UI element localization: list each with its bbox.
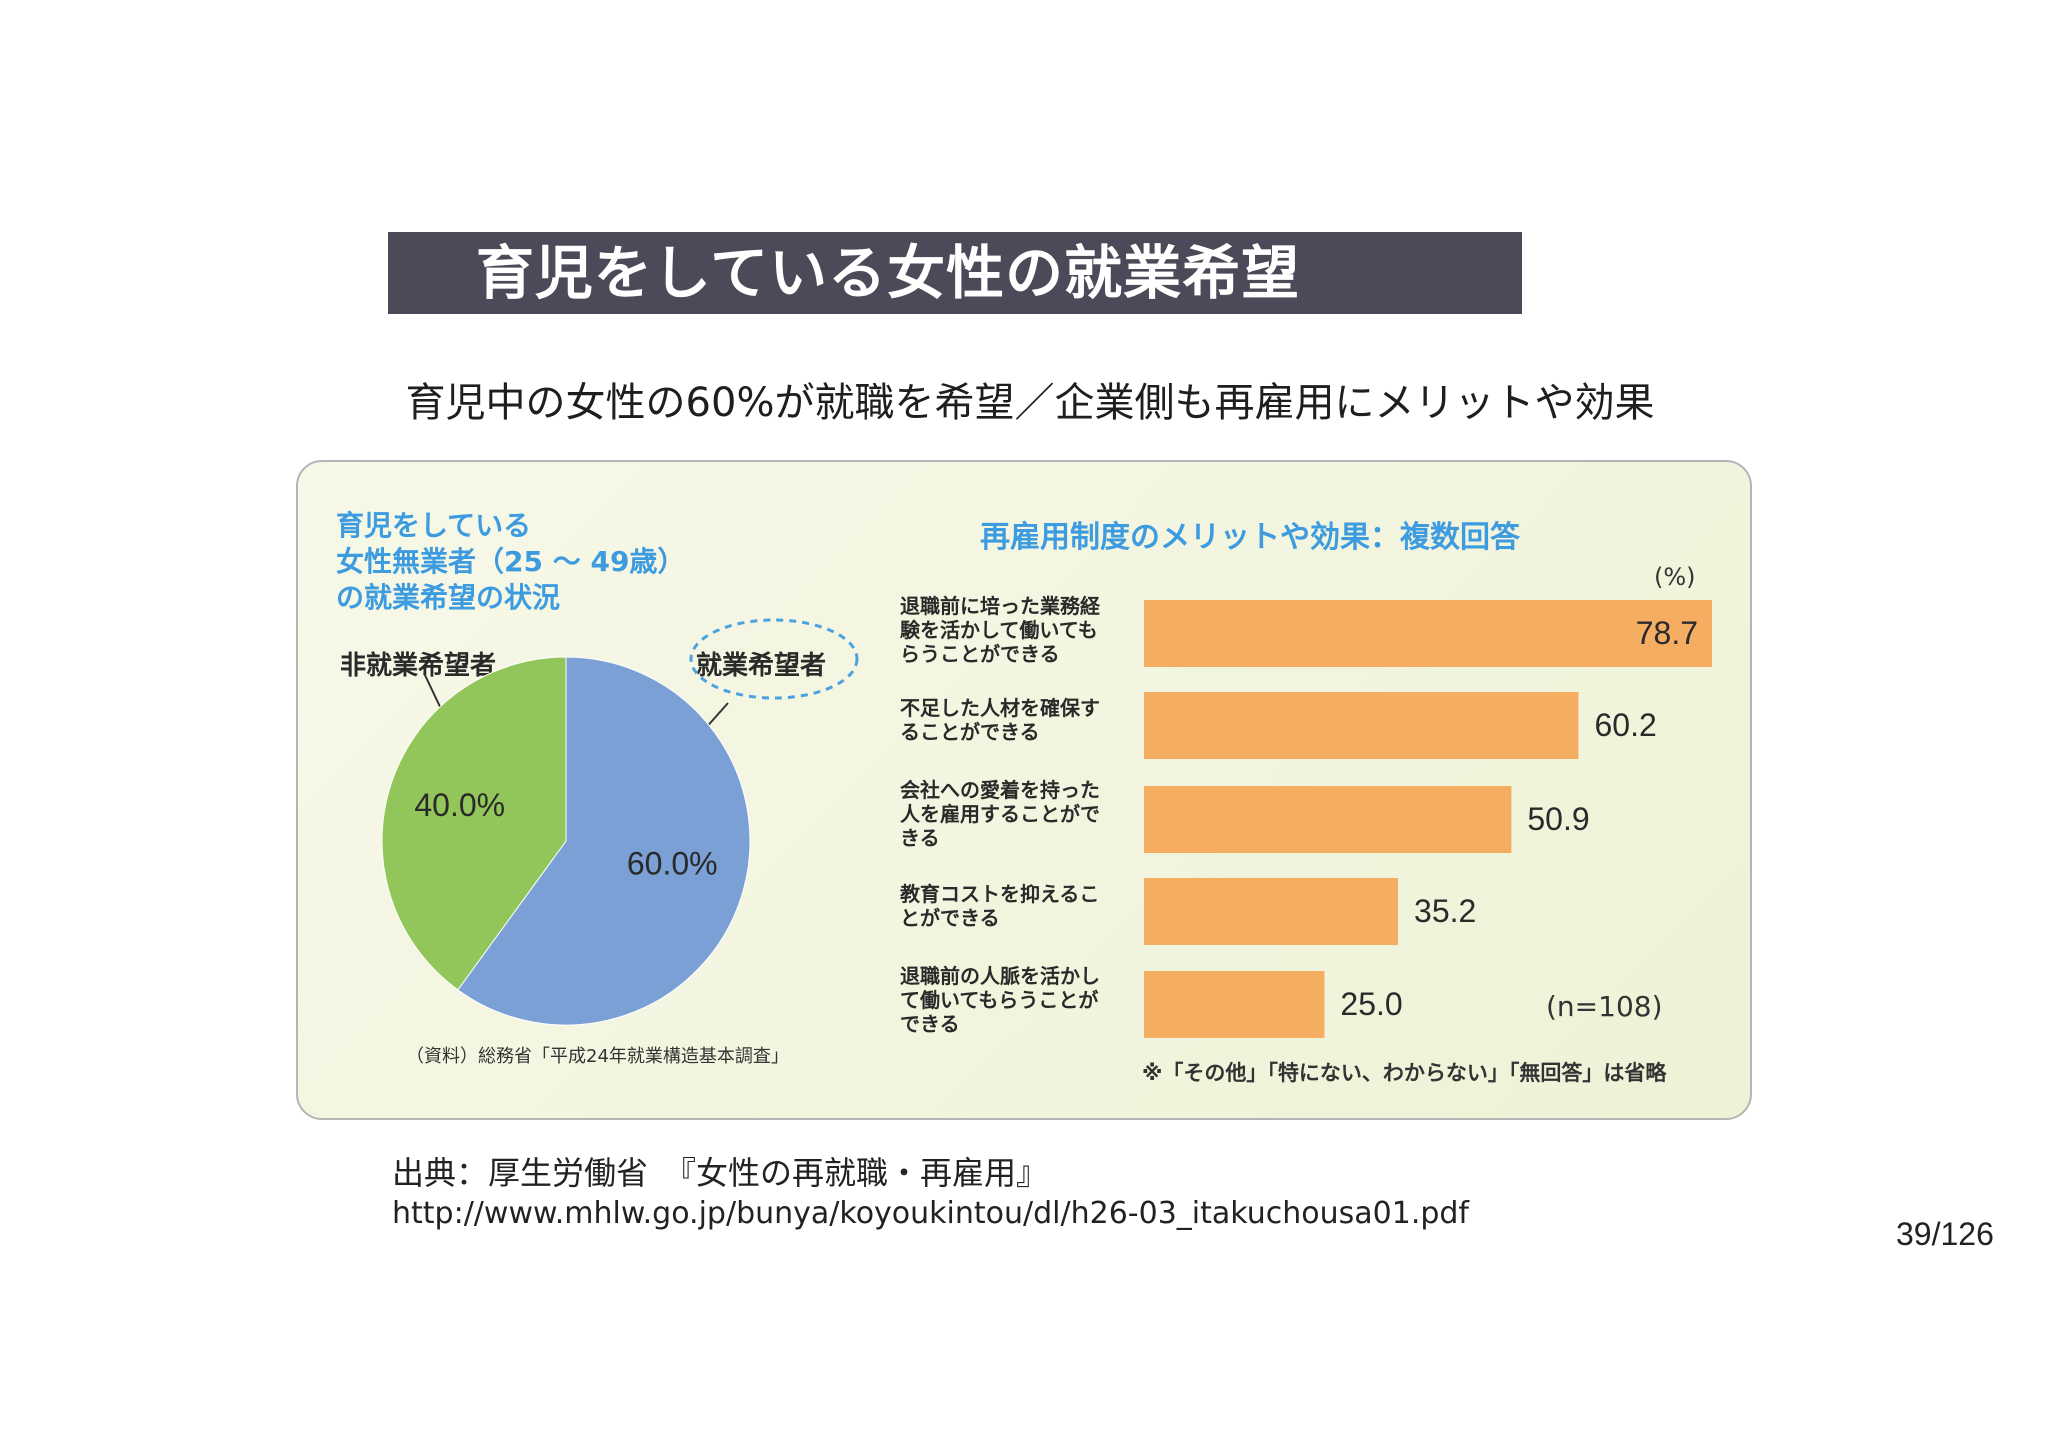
pie-slice-label-2: 40.0% (414, 787, 505, 823)
bar-category-5-line-1: 退職前の人脈を活かし (900, 964, 1100, 988)
bar-4 (1144, 878, 1399, 945)
bar-3 (1144, 786, 1512, 853)
sample-size-note: (n=108) (1546, 990, 1663, 1023)
pie-label-job: 就業希望者 (696, 651, 827, 681)
bar-2 (1144, 692, 1579, 759)
page-title: 育児をしている女性の就業希望 (475, 239, 1301, 307)
subtitle: 育児中の女性の60%が就職を希望／企業側も再雇用にメリットや効果 (405, 380, 1655, 426)
pie-slice-1 (457, 656, 751, 1026)
bar-1 (1144, 600, 1712, 667)
bar-category-5-line-2: て働いてもらうことが (900, 988, 1099, 1012)
bar-category-3-line-1: 会社への愛着を持った (900, 778, 1100, 802)
bar-category-5-line-3: できる (900, 1012, 960, 1036)
source-citation: 出典：厚生労働省 『女性の再就職・再雇用』 (392, 1154, 1049, 1192)
bar-category-label-5: 退職前の人脈を活かし て働いてもらうことが できる (900, 964, 1130, 1036)
bar-value-label-4: 35.2 (1414, 893, 1476, 929)
bar-5 (1144, 971, 1325, 1038)
bar-category-4-line-2: とができる (900, 906, 1000, 930)
pie-source-note: （資料）総務省「平成24年就業構造基本調査」 (406, 1046, 789, 1067)
bar-unit-label: (%) (1654, 563, 1696, 591)
pie-slice-2 (381, 656, 567, 991)
bar-category-label-1: 退職前に培った業務経 験を活かして働いても らうことができる (900, 594, 1130, 666)
pie-chart: 60.0% 40.0% (381, 656, 751, 1026)
bar-value-label-2: 60.2 (1594, 707, 1656, 743)
bar-category-label-3: 会社への愛着を持った 人を雇用することがで きる (900, 778, 1130, 850)
job-label-dashed-callout (689, 618, 859, 700)
bar-category-3-line-2: 人を雇用することがで (900, 802, 1100, 826)
pie-title-line-1: 育児をしている (336, 509, 532, 542)
bar-value-label-1: 78.7 (1636, 615, 1698, 651)
pie-slice-label-1: 60.0% (627, 846, 718, 882)
source-url-link[interactable]: http://www.mhlw.go.jp/bunya/koyoukintou/… (392, 1196, 1469, 1231)
bar-category-1-line-2: 験を活かして働いても (900, 618, 1098, 642)
bar-chart: 78.7 60.2 50.9 35.2 25.0 (1144, 600, 1712, 1038)
pie-title-line-2: 女性無業者（25 ～ 49歳） (336, 545, 686, 578)
bar-category-4-line-1: 教育コストを抑えるこ (900, 882, 1100, 906)
pie-title-line-3: の就業希望の状況 (336, 581, 561, 614)
pie-title: 育児をしている 女性無業者（25 ～ 49歳） の就業希望の状況 (336, 508, 756, 616)
bar-category-1-line-1: 退職前に培った業務経 (900, 594, 1100, 618)
bar-category-1-line-3: らうことができる (900, 642, 1060, 666)
bar-chart-title: 再雇用制度のメリットや効果：複数回答 (980, 520, 1520, 555)
bar-category-3-line-3: きる (900, 826, 940, 850)
pie-label-nonjob: 非就業希望者 (340, 651, 497, 681)
bar-category-2-line-1: 不足した人材を確保す (900, 696, 1100, 720)
bar-category-label-2: 不足した人材を確保す ることができる (900, 696, 1130, 744)
omission-note: ※「その他」「特にない、わからない」「無回答」は省略 (1142, 1061, 1667, 1085)
page-number: 39/126 (1896, 1216, 1994, 1252)
bar-value-label-3: 50.9 (1527, 801, 1589, 837)
bar-value-label-5: 25.0 (1340, 986, 1402, 1022)
bar-category-label-4: 教育コストを抑えるこ とができる (900, 882, 1130, 930)
title-bar: 育児をしている女性の就業希望 (388, 232, 1522, 314)
bar-category-2-line-2: ることができる (900, 720, 1040, 744)
